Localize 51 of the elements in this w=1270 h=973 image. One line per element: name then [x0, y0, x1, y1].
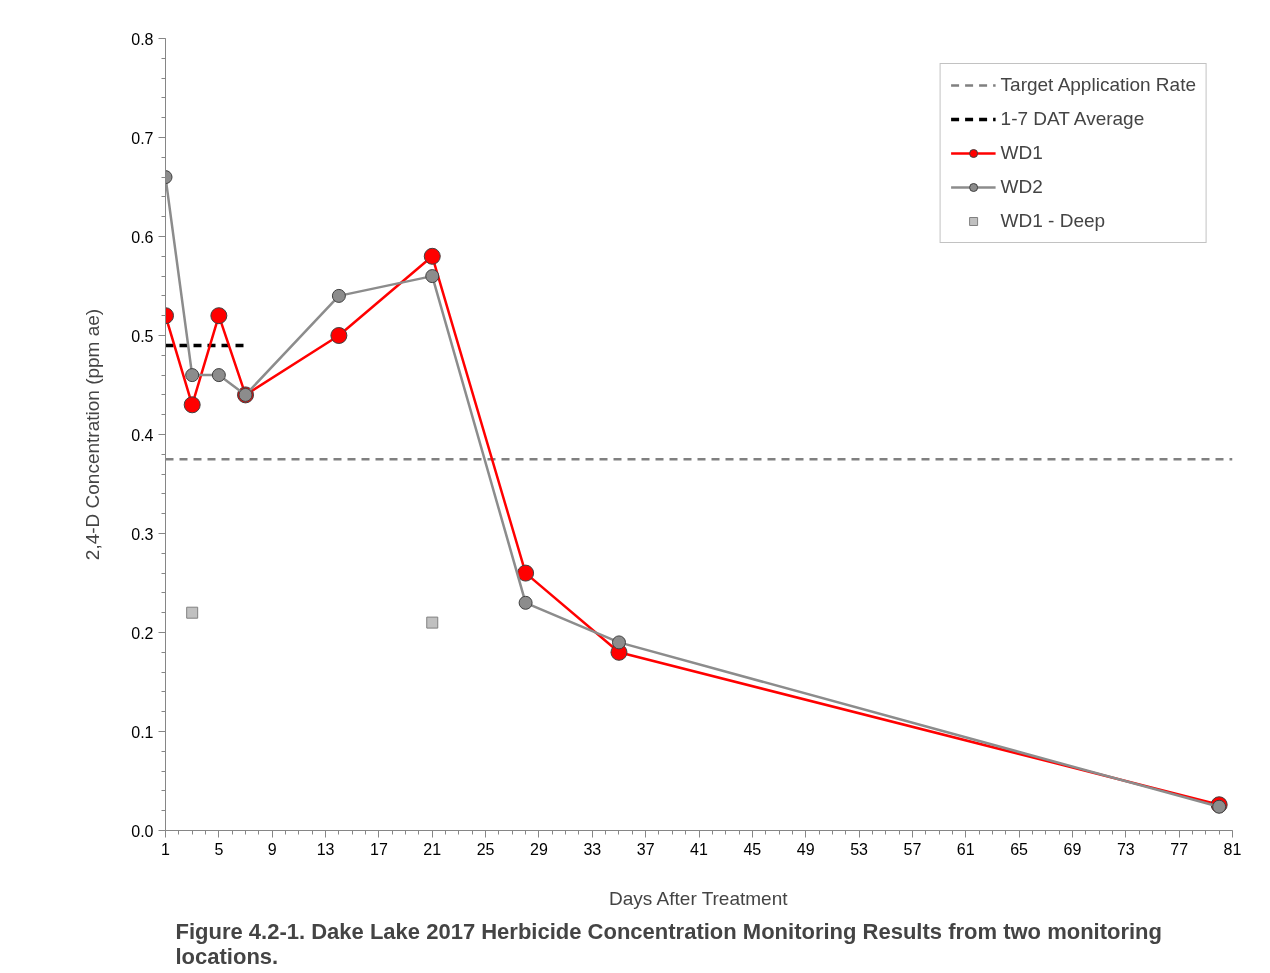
y-tick-label: 0.0 — [131, 822, 154, 840]
point — [210, 307, 228, 325]
point — [186, 606, 199, 619]
point — [185, 368, 200, 383]
point — [426, 616, 439, 629]
legend-label: 1-7 DAT Average — [1000, 108, 1145, 130]
legend-label: Target Application Rate — [1000, 74, 1196, 96]
x-axis-title: Days After Treatment — [609, 887, 789, 909]
x-tick-label: 41 — [690, 840, 708, 858]
x-tick-label: 29 — [530, 840, 548, 858]
y-tick-label: 0.6 — [131, 228, 154, 246]
x-tick-label: 77 — [1170, 840, 1189, 858]
point — [183, 396, 201, 414]
x-tick-label: 37 — [636, 840, 655, 858]
y-tick-label: 0.3 — [131, 525, 154, 543]
x-tick-label: 81 — [1223, 840, 1242, 858]
point — [425, 269, 440, 284]
point — [331, 288, 346, 303]
x-tick-label: 5 — [214, 840, 224, 858]
x-tick-label: 33 — [583, 840, 602, 858]
x-tick-label: 73 — [1116, 840, 1135, 858]
x-tick-label: 25 — [476, 840, 495, 858]
legend-label: WD1 - Deep — [1000, 210, 1106, 232]
x-tick-label: 65 — [1010, 840, 1029, 858]
x-tick-label: 45 — [743, 840, 762, 858]
y-tick-label: 0.2 — [131, 624, 154, 642]
x-tick-label: 49 — [796, 840, 815, 858]
point — [423, 247, 441, 265]
x-tick-label: 53 — [850, 840, 869, 858]
text: Figure 4.2-1. Dake Lake 2017 Herbicide Concentration Monitoring Results from two monitoring locations. — [175, 918, 1162, 969]
point — [611, 635, 626, 650]
x-tick-label: 13 — [316, 840, 335, 858]
y-tick-label: 0.8 — [131, 30, 154, 48]
x-tick-label: 21 — [423, 840, 442, 858]
point — [517, 564, 535, 582]
point — [518, 595, 533, 610]
y-tick-label: 0.1 — [131, 723, 154, 741]
x-tick-label: 61 — [956, 840, 975, 858]
legend-label: WD2 — [1000, 176, 1043, 198]
x-tick-label: 17 — [370, 840, 388, 858]
y-tick-label: 0.5 — [131, 327, 154, 345]
legend-label: WD1 — [1000, 142, 1043, 164]
x-tick-label: 9 — [267, 840, 277, 858]
point — [330, 327, 348, 344]
point — [211, 368, 226, 383]
x-tick-label: 69 — [1063, 840, 1082, 858]
y-axis-title: 2,4-D Concentration (ppm ae) — [82, 308, 104, 561]
y-tick-label: 0.4 — [131, 426, 154, 444]
x-tick-label: 1 — [161, 840, 171, 858]
y-tick-label: 0.7 — [131, 129, 154, 147]
x-tick-label: 57 — [903, 840, 922, 858]
